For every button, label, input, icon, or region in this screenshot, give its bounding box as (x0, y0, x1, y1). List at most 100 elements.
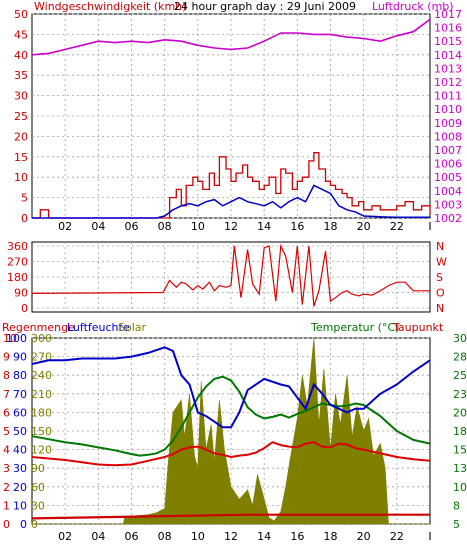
wind-x-tick-label: 16 (290, 220, 304, 233)
wind-y-tick-label: 50 (14, 8, 28, 21)
rain-y-tick-label: 4 (3, 444, 10, 457)
temperature-y-tick-label: 18 (453, 425, 467, 438)
humidity-y-tick-label: 80 (13, 369, 27, 382)
pressure-axis-title: Luftdruck (mb) (372, 0, 454, 13)
direction-y-tick-label: 270 (7, 256, 28, 269)
dewpoint-series-line (31, 441, 431, 467)
direction-compass-label: O (436, 287, 445, 300)
rain-y-tick-label: 9 (3, 351, 10, 364)
direction-compass-label: S (436, 271, 443, 284)
pressure-y-tick-label: 1010 (434, 103, 462, 116)
solar-y-tick-label: 300 (31, 332, 52, 345)
climate-x-tick-label: 06 (125, 530, 139, 543)
rain-y-tick-label: 2 (3, 481, 10, 494)
pressure-y-tick-label: 1011 (434, 90, 462, 103)
temperature-axis-title: Temperatur (°C) (310, 321, 399, 334)
wind-x-tick-label: I (428, 220, 431, 233)
solar-y-tick-label: 180 (31, 406, 52, 419)
climate-x-tick-label: 10 (191, 530, 205, 543)
solar-axis-title: Solar (118, 321, 147, 334)
wind-y-tick-label: 10 (14, 171, 28, 184)
solar-y-tick-label: 240 (31, 369, 52, 382)
wind-x-tick-label: 20 (357, 220, 371, 233)
solar-y-tick-label: 90 (31, 462, 45, 475)
wind-x-tick-label: 08 (158, 220, 172, 233)
pressure-y-tick-label: 1005 (434, 171, 462, 184)
humidity-y-tick-label: 100 (6, 332, 27, 345)
rain-y-tick-label: 6 (3, 406, 10, 419)
temperature-y-tick-label: 20 (453, 406, 467, 419)
climate-x-tick-label: 12 (224, 530, 238, 543)
pressure-y-tick-label: 1008 (434, 130, 462, 143)
rain-y-tick-label: 8 (3, 369, 10, 382)
wind-x-tick-label: 22 (390, 220, 404, 233)
climate-x-tick-label: I (428, 530, 431, 543)
wind-x-tick-label: 18 (324, 220, 338, 233)
pressure-y-tick-label: 1015 (434, 35, 462, 48)
solar-y-tick-label: 120 (31, 444, 52, 457)
chart-title: 24 hour graph day : 29 Juni 2009 (174, 0, 356, 13)
pressure-y-tick-label: 1006 (434, 158, 462, 171)
wind-y-tick-label: 20 (14, 130, 28, 143)
direction-y-tick-label: 90 (14, 287, 28, 300)
wind-y-tick-label: 25 (14, 110, 28, 123)
pressure-series-line (31, 18, 431, 56)
temperature-y-tick-label: 23 (453, 388, 467, 401)
pressure-y-tick-label: 1009 (434, 117, 462, 130)
solar-y-tick-label: 210 (31, 388, 52, 401)
temperature-y-tick-label: 8 (453, 499, 460, 512)
wind-y-tick-label: 30 (14, 90, 28, 103)
rain-y-tick-label: 0 (3, 518, 10, 531)
direction-compass-label: N (436, 302, 444, 315)
humidity-axis-title: Luftfeuchte (67, 321, 130, 334)
wind-y-tick-label: 45 (14, 28, 28, 41)
climate-x-tick-label: 04 (91, 530, 105, 543)
solar-y-tick-label: 0 (31, 518, 38, 531)
dewpoint-axis-title: Taupunkt (392, 321, 444, 334)
rain-y-tick-label: 1 (3, 499, 10, 512)
direction-y-tick-label: 360 (7, 240, 28, 253)
wind-x-tick-label: 04 (91, 220, 105, 233)
wind-y-tick-label: 0 (21, 212, 28, 225)
solar-y-tick-label: 30 (31, 499, 45, 512)
rain-series-line (31, 513, 430, 520)
rain-y-tick-label: 7 (3, 388, 10, 401)
direction-y-tick-label: 180 (7, 271, 28, 284)
climate-x-tick-label: 16 (290, 530, 304, 543)
direction-y-tick-label: 0 (21, 302, 28, 315)
humidity-series-line (31, 346, 431, 429)
temperature-y-tick-label: 25 (453, 369, 467, 382)
pressure-y-tick-label: 1002 (434, 212, 462, 225)
rain-axis-title: Regenmenge (2, 321, 75, 334)
temperature-y-tick-label: 15 (453, 444, 467, 457)
direction-compass-label: N (436, 240, 444, 253)
wind-axis-title: Windgeschwindigkeit (kmh) (34, 0, 186, 13)
humidity-y-tick-label: 70 (13, 388, 27, 401)
wind-y-tick-label: 5 (21, 192, 28, 205)
solar-series-area (32, 337, 430, 525)
temperature-y-tick-label: 5 (453, 518, 460, 531)
humidity-y-tick-label: 50 (13, 425, 27, 438)
humidity-y-tick-label: 20 (13, 481, 27, 494)
wind-series-line (32, 152, 431, 219)
climate-x-tick-label: 20 (357, 530, 371, 543)
pressure-y-tick-label: 1004 (434, 185, 462, 198)
solar-y-tick-label: 150 (31, 425, 52, 438)
wind-x-tick-label: 12 (224, 220, 238, 233)
direction-compass-label: W (436, 256, 447, 269)
chart-layers: 0510152025303540455010021003100410051006… (3, 8, 467, 543)
humidity-y-tick-label: 40 (13, 444, 27, 457)
wind-x-tick-label: 02 (58, 220, 72, 233)
wind-y-tick-label: 15 (14, 151, 28, 164)
temperature-y-tick-label: 13 (453, 462, 467, 475)
humidity-y-tick-label: 10 (13, 499, 27, 512)
pressure-y-tick-label: 1016 (434, 22, 462, 35)
wind-x-tick-label: 10 (191, 220, 205, 233)
wind-x-tick-label: 06 (125, 220, 139, 233)
wind-y-tick-label: 40 (14, 49, 28, 62)
rain-y-tick-label: 3 (3, 462, 10, 475)
temperature-y-tick-label: 30 (453, 332, 467, 345)
solar-y-tick-label: 60 (31, 481, 45, 494)
